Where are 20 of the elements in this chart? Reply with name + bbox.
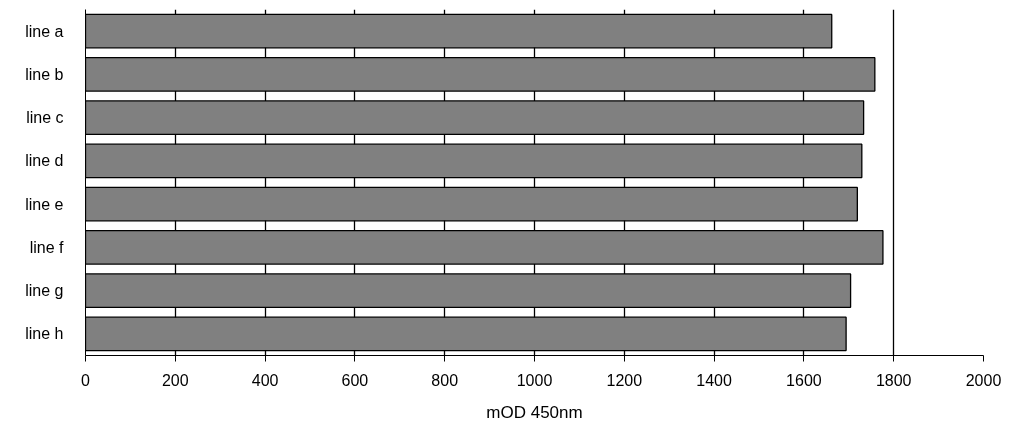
- x-axis-title: mOD 450nm: [486, 402, 583, 422]
- x-tick-label: 1200: [606, 371, 643, 389]
- y-tick-label: line e: [25, 195, 64, 213]
- y-tick-label: line f: [29, 238, 65, 256]
- y-tick-label: line d: [25, 152, 64, 170]
- y-tick-label: line b: [25, 65, 64, 83]
- x-tick-label: 600: [341, 371, 369, 389]
- y-tick-label: line a: [25, 22, 64, 40]
- x-tick-label: 1400: [696, 371, 732, 389]
- x-tick-label: 400: [251, 371, 279, 389]
- x-tick-label: 2000: [965, 371, 1002, 389]
- x-tick-label: 200: [161, 371, 189, 389]
- x-tick-label: 1800: [875, 371, 912, 389]
- x-tick-label: 0: [81, 371, 91, 389]
- y-tick-label: line h: [25, 325, 64, 343]
- y-tick-label: line g: [25, 282, 64, 300]
- x-tick-label: 800: [431, 371, 459, 389]
- x-tick-label: 1000: [516, 371, 553, 389]
- y-tick-label: line c: [26, 109, 64, 127]
- x-tick-label: 1600: [786, 371, 822, 389]
